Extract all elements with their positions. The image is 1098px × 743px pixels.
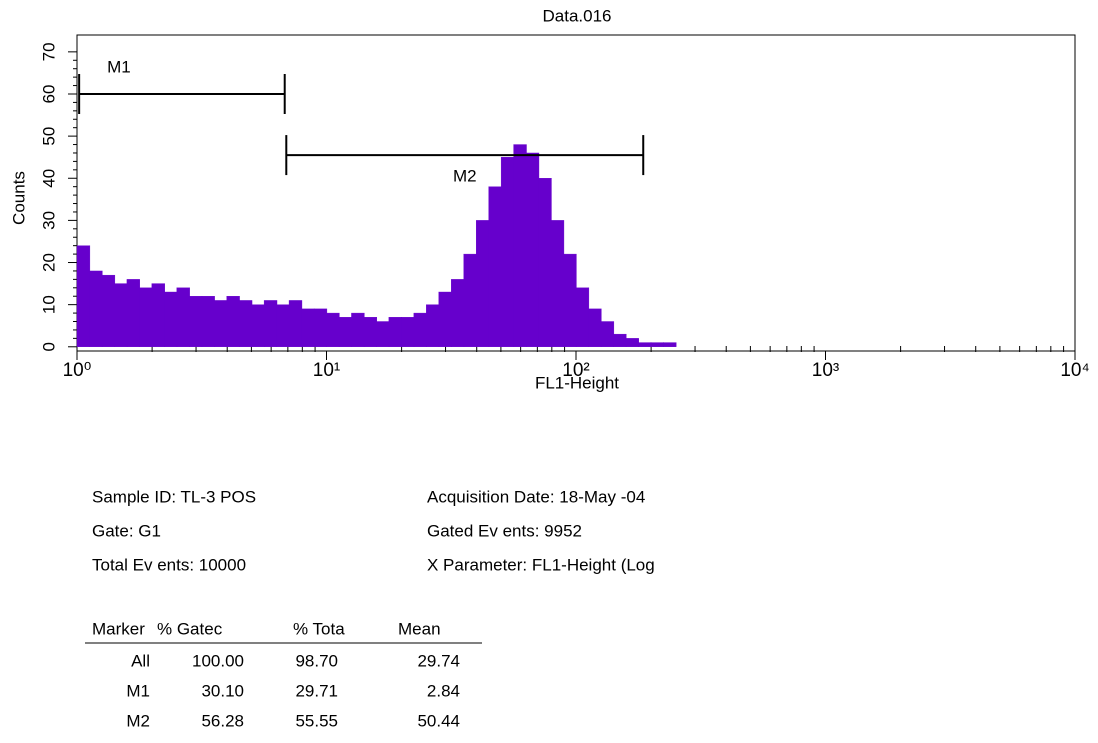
histogram-bar: [89, 270, 103, 347]
histogram-bar: [276, 304, 290, 347]
y-tick-label: 0: [39, 342, 58, 351]
histogram-bar: [625, 338, 639, 347]
info-text: X Parameter: FL1-Height (Log: [427, 555, 655, 574]
histogram-bar: [538, 178, 552, 347]
x-tick-label: 10²: [562, 360, 589, 381]
histogram-bar: [575, 287, 590, 347]
histogram-bar: [475, 220, 490, 347]
table-cell: 98.70: [295, 651, 338, 670]
table-cell: All: [131, 651, 150, 670]
histogram-bar: [76, 245, 91, 347]
histogram-bar: [500, 156, 515, 347]
histogram-bar: [376, 321, 390, 347]
histogram-bar: [263, 300, 278, 347]
info-text: Total Ev ents: 10000: [92, 555, 246, 574]
info-text: Gate: G1: [92, 521, 161, 540]
histogram-bar: [238, 300, 253, 347]
x-axis-label: FL1-Height: [535, 373, 619, 392]
histogram-bar: [313, 308, 328, 347]
histogram-bar: [613, 333, 627, 347]
y-tick-label: 40: [39, 169, 58, 188]
table-header: Marker: [92, 619, 145, 638]
table-cell: 50.44: [417, 711, 460, 730]
histogram-bar: [101, 274, 116, 347]
histogram-bar: [226, 296, 240, 347]
histogram-bar: [338, 317, 353, 347]
y-tick-label: 50: [39, 127, 58, 146]
table-cell: M1: [126, 681, 150, 700]
histogram-bar: [550, 220, 565, 347]
y-tick-label: 20: [39, 253, 58, 272]
info-text: Gated Ev ents: 9952: [427, 521, 582, 540]
histogram-bar: [139, 287, 153, 347]
histogram-bar: [438, 291, 452, 347]
x-tick-label: 10⁰: [63, 360, 92, 381]
histogram-bar: [251, 304, 265, 347]
histogram-bar: [388, 317, 402, 347]
histogram-bar: [488, 186, 502, 347]
histogram-bar: [650, 342, 664, 347]
y-tick-label: 10: [39, 295, 58, 314]
histogram-bar: [201, 296, 215, 347]
histogram-bar: [401, 317, 415, 347]
histogram-bar: [525, 152, 540, 347]
histogram-bar: [451, 279, 465, 347]
histogram-bar: [301, 308, 315, 347]
table-cell: 29.74: [417, 651, 460, 670]
y-tick-label: 70: [39, 42, 58, 61]
table-cell: 56.28: [201, 711, 244, 730]
histogram-bar: [663, 342, 677, 347]
table-header: Mean: [398, 619, 441, 638]
info-text: Acquisition Date: 18-May -04: [427, 487, 645, 506]
histogram-bar: [638, 342, 652, 347]
table-header: % Tota: [293, 619, 345, 638]
histogram-bar: [126, 279, 140, 347]
y-tick-label: 60: [39, 85, 58, 104]
marker-label: M1: [107, 57, 131, 76]
x-tick-label: 10¹: [313, 360, 340, 381]
histogram-bar: [214, 300, 228, 347]
chart-title: Data.016: [543, 6, 612, 25]
table-cell: M2: [126, 711, 150, 730]
histogram-bar: [351, 312, 365, 347]
x-tick-label: 10³: [812, 360, 839, 381]
y-axis-label: Counts: [9, 171, 28, 225]
histogram-bar: [363, 317, 378, 347]
histogram-bar: [151, 283, 165, 347]
histogram-bar: [463, 253, 477, 347]
histogram-bar: [600, 321, 615, 347]
histogram-bar: [588, 308, 602, 347]
histogram-bar: [176, 287, 190, 347]
x-tick-label: 10⁴: [1060, 360, 1089, 381]
info-text: Sample ID: TL-3 POS: [92, 487, 256, 506]
histogram-bar: [114, 283, 128, 347]
histogram-bar: [189, 296, 203, 347]
histogram-bar: [426, 304, 440, 347]
y-tick-label: 30: [39, 211, 58, 230]
histogram-bar: [288, 300, 303, 347]
histogram-bar: [513, 144, 527, 347]
table-cell: 30.10: [201, 681, 244, 700]
table-cell: 100.00: [192, 651, 244, 670]
table-cell: 29.71: [295, 681, 338, 700]
marker-label: M2: [453, 167, 477, 186]
histogram-bar: [164, 291, 178, 347]
histogram-bar: [326, 312, 340, 347]
table-header: % Gatec: [157, 619, 223, 638]
table-cell: 55.55: [295, 711, 338, 730]
histogram-bar: [563, 253, 577, 347]
histogram-bar: [413, 312, 427, 347]
table-cell: 2.84: [427, 681, 460, 700]
